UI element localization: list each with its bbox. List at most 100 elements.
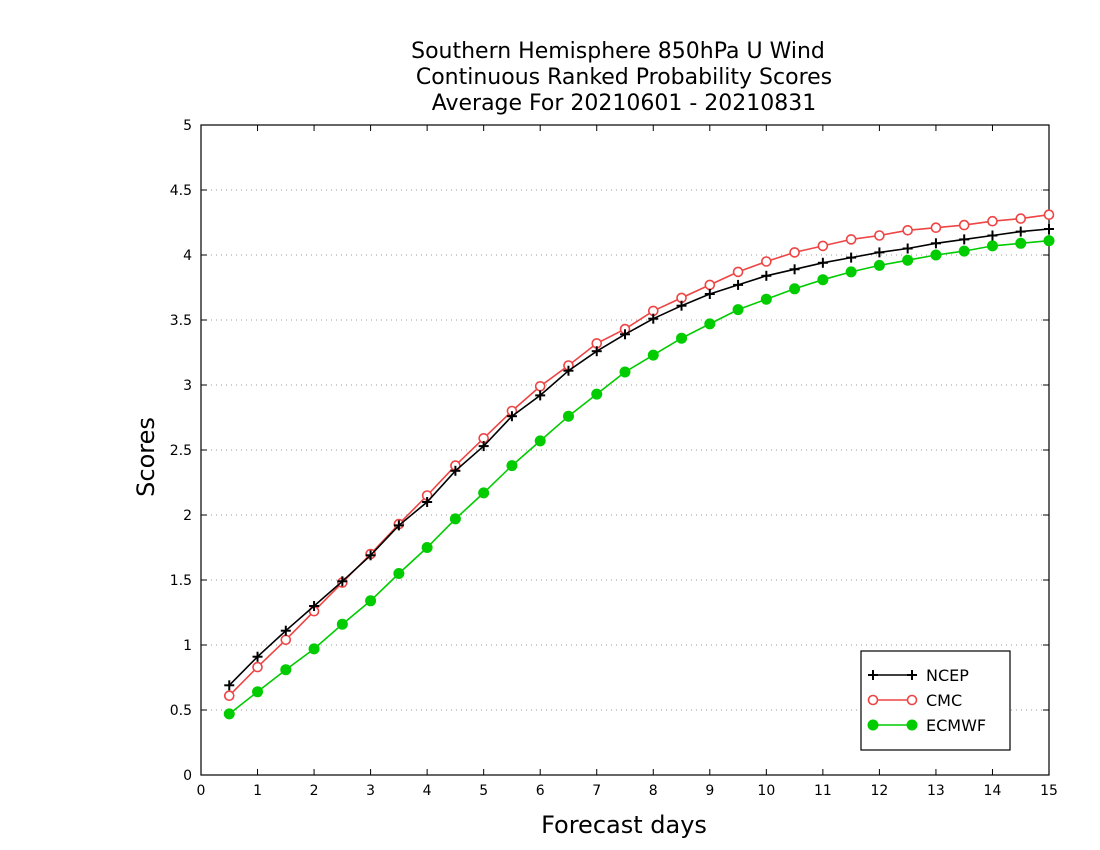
legend-entry-ecmwf: ECMWF (867, 716, 986, 735)
ecmwf-point (817, 274, 829, 286)
ecmwf-point (562, 410, 574, 422)
legend: NCEP CMC ECMWF (860, 650, 1011, 751)
cmc-line (228, 213, 1050, 697)
ecmwf-point (506, 460, 518, 472)
y-axis-label: Scores (132, 417, 160, 497)
series-cmc (223, 209, 1055, 702)
legend-entry-ncep: NCEP (868, 666, 969, 685)
y-tick-label: 3.5 (170, 313, 192, 329)
ncep-point (874, 247, 885, 258)
title-line-2: Continuous Ranked Probability Scores (416, 65, 832, 90)
cmc-point (761, 256, 772, 267)
cmc-point (280, 634, 292, 646)
ecmwf-point (421, 542, 433, 553)
ecmwf-point (958, 245, 970, 257)
ncep-point (365, 550, 376, 561)
x-tick-label: 2 (310, 783, 319, 799)
ecmwf-point (252, 686, 264, 698)
x-tick-label: 10 (757, 783, 775, 799)
ecmwf-point (647, 349, 659, 361)
ecmwf-point (449, 513, 461, 525)
y-tick-label: 0 (183, 768, 192, 784)
y-tick-label: 5 (183, 118, 192, 134)
ncep-point (224, 680, 235, 691)
cmc-point (874, 230, 885, 241)
y-tick-label: 2.5 (170, 443, 192, 459)
ncep-point (846, 252, 857, 263)
ecmwf-point (365, 595, 377, 607)
ncep-point (506, 411, 517, 422)
ecmwf-point (732, 304, 744, 316)
ncep-point (676, 300, 687, 311)
legend-label-cmc: CMC (926, 691, 962, 710)
legend-marker-ecmwf (906, 719, 918, 731)
ecmwf-point (591, 388, 603, 400)
legend-marker-cmc (867, 694, 879, 706)
ecmwf-point (760, 293, 772, 305)
ncep-point (535, 390, 546, 401)
x-tick-label: 8 (649, 783, 658, 799)
ncep-point (761, 270, 772, 281)
ncep-point (309, 601, 320, 611)
ecmwf-point (393, 568, 405, 579)
ecmwf-point (1043, 235, 1055, 247)
x-tick-label: 9 (705, 783, 714, 799)
x-tick-label: 12 (870, 783, 888, 799)
ncep-point (422, 497, 433, 507)
series-layer (223, 209, 1055, 720)
y-tick-label: 3 (183, 378, 192, 394)
x-tick-label: 4 (423, 783, 432, 799)
legend-marker-ecmwf (867, 719, 879, 731)
x-tick-label: 11 (814, 783, 832, 799)
ncep-point (930, 238, 941, 249)
x-tick-label: 7 (592, 783, 601, 799)
series-ecmwf (223, 235, 1055, 720)
x-tick-label: 3 (366, 783, 375, 799)
ecmwf-point (478, 487, 490, 499)
ecmwf-point (336, 618, 348, 630)
title-line-3: Average For 20210601 - 20210831 (432, 91, 817, 116)
legend-marker-cmc (906, 694, 918, 706)
y-tick-label: 2 (183, 508, 192, 524)
ecmwf-point (902, 254, 914, 266)
ncep-point (478, 441, 489, 452)
legend-label-ecmwf: ECMWF (926, 716, 986, 735)
cmc-point (789, 247, 800, 258)
y-tick-label: 1 (183, 638, 192, 654)
ncep-point (1044, 224, 1054, 234)
ecmwf-point (280, 664, 292, 676)
x-tick-label: 1 (253, 783, 262, 799)
ecmwf-point (308, 643, 320, 655)
cmc-point (1015, 213, 1027, 224)
ecmwf-point (930, 249, 942, 261)
ncep-point (817, 257, 828, 268)
cmc-point (223, 690, 235, 702)
title-line-1: Southern Hemisphere 850hPa U Wind (411, 39, 825, 64)
cmc-point (252, 661, 263, 673)
ncep-point (987, 230, 998, 241)
cmc-point (1043, 209, 1055, 220)
legend-entry-cmc: CMC (867, 691, 962, 710)
ncep-point (648, 313, 659, 324)
x-tick-label: 0 (197, 783, 206, 799)
ecmwf-line (228, 239, 1050, 715)
cmc-point (987, 215, 998, 227)
ncep-point (450, 465, 461, 476)
ncep-point (393, 520, 404, 531)
cmc-point (817, 240, 829, 252)
ecmwf-point (986, 240, 998, 252)
ecmwf-point (676, 332, 688, 344)
y-tick-label: 1.5 (170, 573, 192, 589)
x-tick-label: 5 (479, 783, 488, 799)
ncep-point (337, 576, 348, 587)
x-tick-label: 6 (536, 783, 545, 799)
cmc-point (958, 219, 970, 231)
legend-marker-ncep (907, 670, 917, 680)
ncep-point (789, 264, 800, 275)
ecmwf-point (789, 283, 801, 295)
ecmwf-point (873, 259, 885, 271)
cmc-point (704, 279, 716, 291)
x-tick-label: 15 (1040, 783, 1058, 799)
ecmwf-point (534, 435, 546, 447)
y-tick-label: 0.5 (170, 703, 192, 719)
